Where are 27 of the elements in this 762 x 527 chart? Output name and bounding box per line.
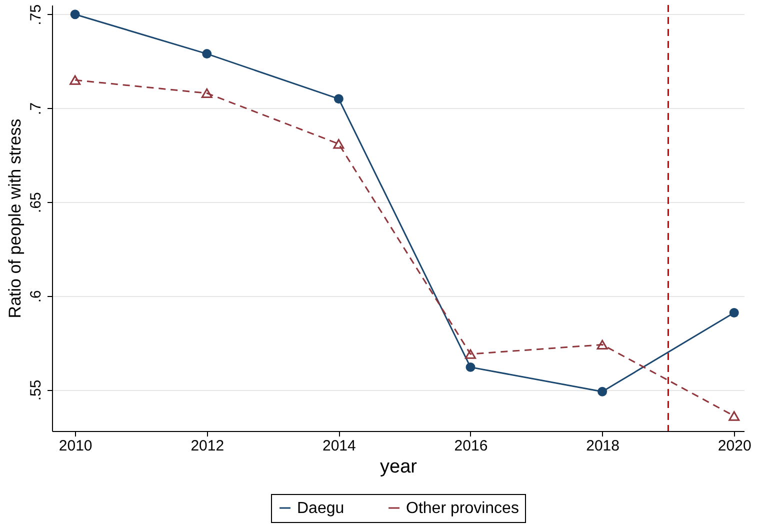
x-tick-label: 2016 [454,438,488,454]
y-tick-label: .65 [28,192,44,213]
point [201,88,212,98]
legend-label: Daegu [297,500,344,517]
point [466,362,476,372]
point [333,139,344,149]
y-tick-label: .7 [28,102,44,115]
legend-label: Other provinces [406,500,519,517]
x-tick-label: 2012 [190,438,224,454]
x-tick-label: 2018 [586,438,620,454]
point [202,49,212,59]
point [728,411,740,421]
y-tick-label: .6 [28,290,44,303]
point [596,340,608,350]
y-tick-label: .75 [28,4,44,26]
x-tick-label: 2014 [322,438,356,454]
point [334,94,344,104]
point [465,349,476,359]
y-tick-label: .55 [28,380,44,401]
x-tick-label: 2020 [718,438,752,454]
x-axis-title: year [380,456,418,478]
x-tick-label: 2010 [58,438,92,454]
y-axis-title: Ratio of people with stress [6,118,24,318]
point [598,386,608,396]
point [729,308,739,318]
point [70,10,80,20]
point [70,75,81,85]
